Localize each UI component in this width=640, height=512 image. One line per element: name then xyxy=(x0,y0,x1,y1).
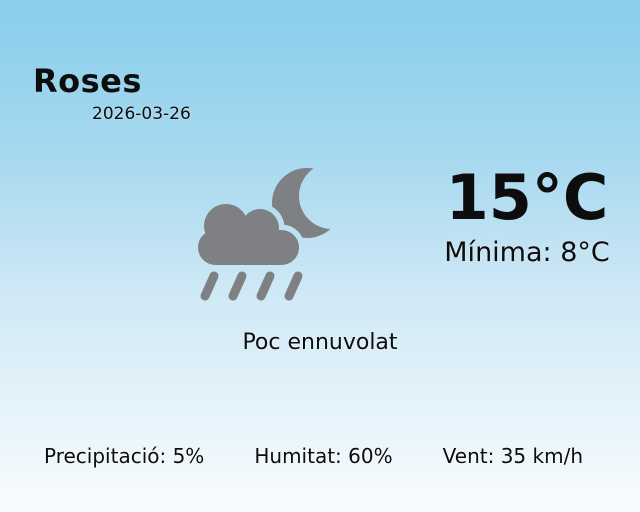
temperature-block: 15°C Mínima: 8°C xyxy=(427,167,627,268)
stats-row: Precipitació: 5% Humitat: 60% Vent: 35 k… xyxy=(44,444,583,468)
forecast-date: 2026-03-26 xyxy=(92,104,191,124)
weather-condition: Poc ennuvolat xyxy=(242,330,398,355)
current-temperature: 15°C xyxy=(445,161,609,234)
minimum-temperature: Mínima: 8°C xyxy=(444,237,610,268)
precipitation-stat: Precipitació: 5% xyxy=(44,444,205,468)
wind-stat: Vent: 35 km/h xyxy=(442,444,583,468)
city-name: Roses xyxy=(33,62,142,100)
rain-cloud-moon-icon xyxy=(197,166,347,308)
humidity-stat: Humitat: 60% xyxy=(254,444,393,468)
